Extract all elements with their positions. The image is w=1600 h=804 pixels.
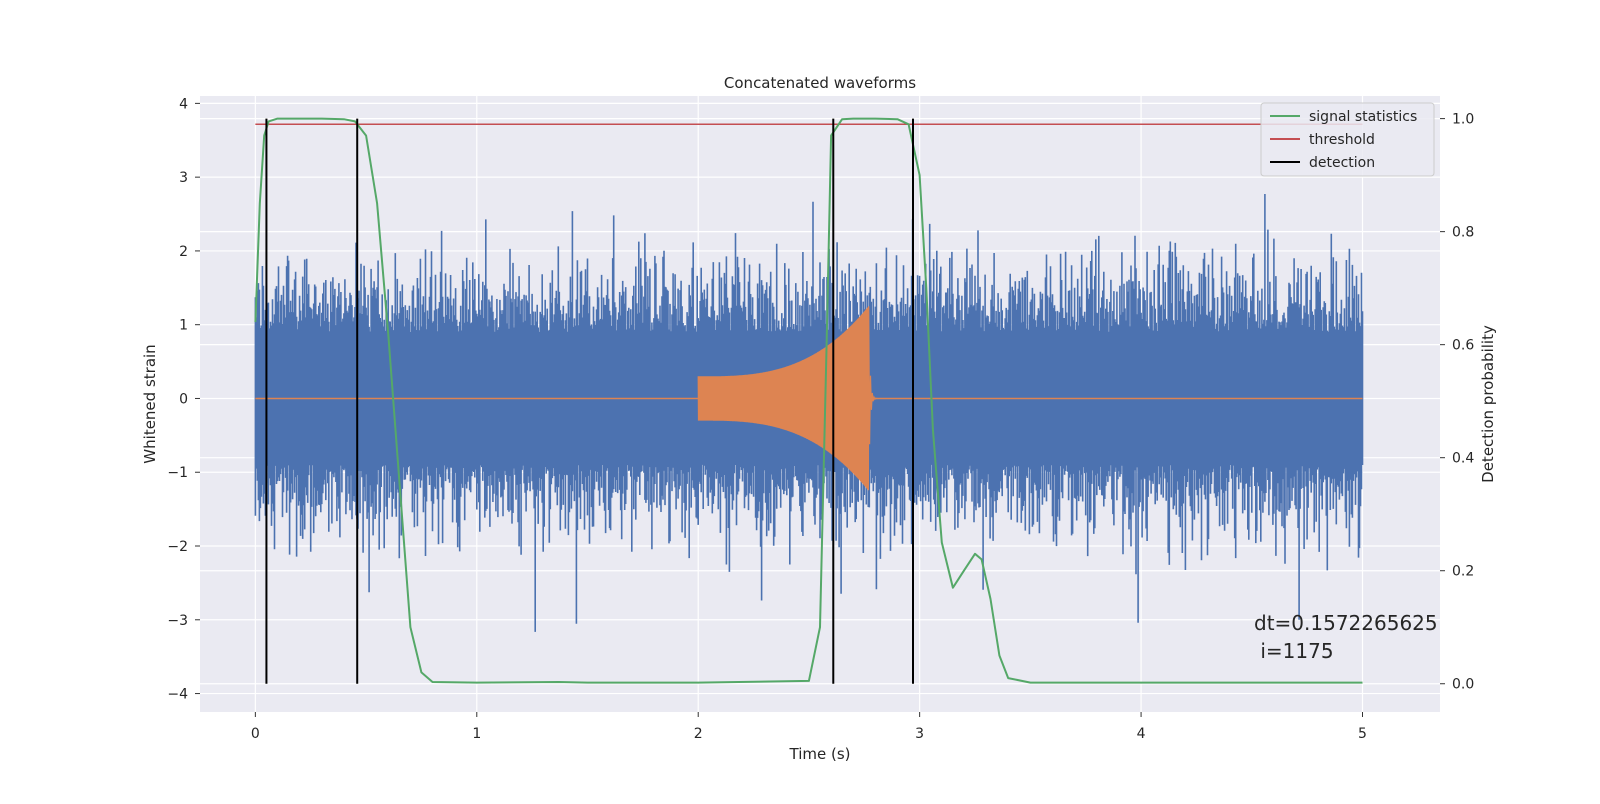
x-axis-label: Time (s) [789, 745, 851, 763]
signal-statistics-line [254, 117, 1363, 684]
legend-box [1260, 102, 1435, 177]
legend: signal statistics threshold detection [1260, 102, 1435, 177]
y-tick-label: 3 [179, 170, 188, 186]
waveform-trace [697, 306, 878, 491]
x-tick-label: 1 [472, 726, 481, 742]
injected-waveform-series [255, 306, 1363, 491]
y2-tick-label: 0.6 [1452, 338, 1474, 354]
annotation-i: i=1175 [1254, 639, 1334, 663]
legend-label-threshold: threshold [1309, 132, 1375, 148]
y2-axis-label: Detection probability [1479, 325, 1497, 483]
x-tick-label: 2 [694, 726, 703, 742]
annotation-dt: dt=0.1572265625 [1254, 611, 1438, 635]
y-axis-label: Whitened strain [141, 344, 159, 463]
y2-tick-label: 0.2 [1452, 564, 1474, 580]
y-tick-label: 2 [179, 244, 188, 260]
x-tick-label: 3 [915, 726, 924, 742]
y2-tick-label: 0.8 [1452, 225, 1474, 241]
y-tick-label: 4 [179, 96, 188, 112]
x-tick-label: 0 [251, 726, 260, 742]
x-tick-label: 5 [1358, 726, 1367, 742]
y-tick-label: −1 [167, 465, 188, 481]
y-tick-label: −2 [167, 539, 188, 555]
y2-tick-label: 1.0 [1452, 112, 1474, 128]
y-tick-label: 1 [179, 318, 188, 334]
y2-tick-label: 0.0 [1452, 677, 1474, 693]
y-tick-label: −4 [167, 687, 188, 703]
chart-title: Concatenated waveforms [724, 74, 916, 92]
signal-statistics-layer [254, 117, 1363, 684]
legend-label-detection: detection [1309, 155, 1375, 171]
y2-tick-label: 0.4 [1452, 451, 1474, 467]
y-tick-label: −3 [167, 613, 188, 629]
x-tick-label: 4 [1137, 726, 1146, 742]
y-tick-label: 0 [179, 391, 188, 407]
legend-label-signal-statistics: signal statistics [1309, 109, 1417, 125]
axis-layer: 0 1 2 3 4 5 −4 −3 −2 −1 0 1 2 3 4 0.0 0.2 0.4 0.6 0.8 1.0 [167, 96, 1474, 742]
